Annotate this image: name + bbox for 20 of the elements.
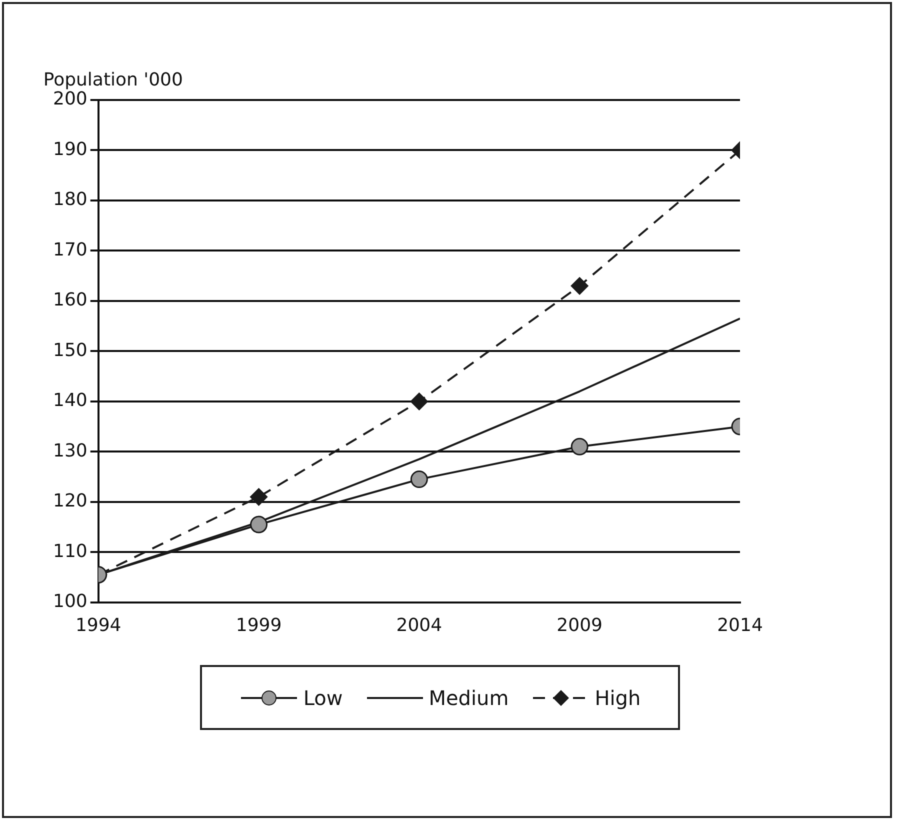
legend-label: High	[594, 686, 641, 710]
y-tick-label: 120	[52, 490, 88, 512]
y-tick-label: 190	[52, 138, 88, 160]
y-tick-label: 130	[52, 440, 88, 462]
y-tick-label: 140	[52, 390, 88, 412]
y-tick-label: 200	[52, 88, 88, 110]
y-tick-label: 180	[52, 189, 88, 210]
legend-label: Low	[303, 686, 343, 710]
y-tick-label: 150	[52, 340, 88, 361]
y-tick-label: 170	[52, 239, 88, 260]
y-tick-label: 100	[52, 591, 88, 612]
legend-label: Medium	[428, 686, 509, 710]
y-tick-label: 110	[52, 540, 88, 562]
x-tick-label: 2014	[717, 614, 763, 636]
x-tick-label: 2009	[556, 614, 602, 636]
x-tick-label: 1994	[75, 614, 122, 636]
x-tick-label: 1999	[236, 614, 282, 636]
y-tick-label: 160	[52, 290, 88, 311]
y-axis-title: Population '000	[43, 70, 183, 91]
x-tick-label: 2004	[396, 614, 442, 636]
